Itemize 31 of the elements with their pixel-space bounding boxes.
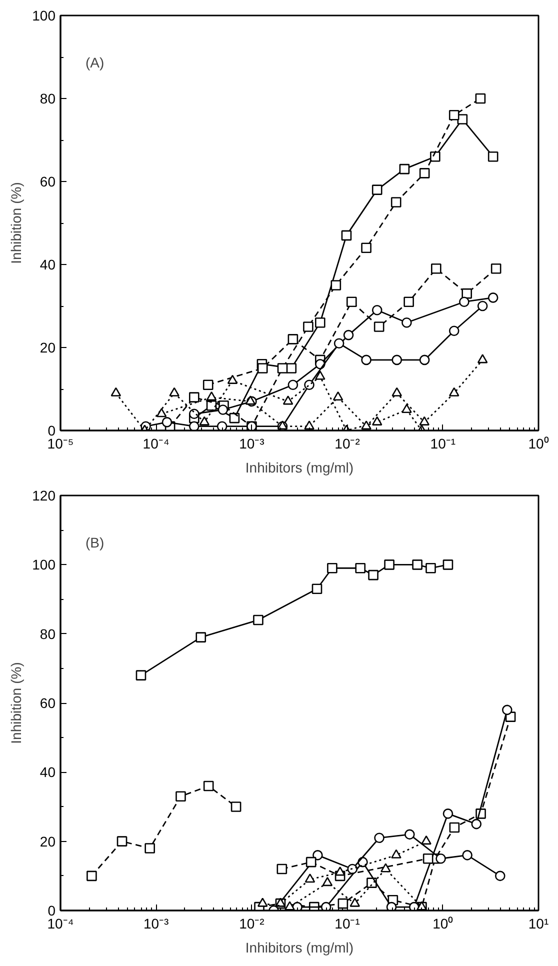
y-tick-label: 120 (32, 488, 56, 504)
x-tick-label: 10⁻² (334, 436, 360, 452)
y-axis-title: Inhibition (%) (8, 662, 24, 744)
x-tick-label: 10⁻² (239, 916, 265, 932)
y-tick-label: 20 (40, 833, 56, 850)
x-tick-label: 10¹ (528, 916, 549, 932)
y-tick-label: 60 (40, 695, 56, 711)
x-tick-label: 10⁰ (528, 436, 549, 452)
y-tick-label: 80 (40, 626, 56, 642)
x-tick-label: 10⁻⁴ (142, 436, 170, 452)
y-tick-label: 40 (40, 256, 56, 272)
text: (A) (86, 54, 104, 70)
x-tick-label: 10⁰ (432, 916, 454, 932)
y-tick-label: 0 (48, 422, 56, 438)
x-axis-title: Inhibitors (mg/ml) (245, 460, 354, 476)
y-tick-label: 100 (32, 8, 56, 24)
y-tick-label: 100 (32, 556, 56, 573)
y-axis-title: Inhibition (%) (8, 182, 24, 264)
y-tick-label: 80 (40, 90, 56, 106)
x-tick-label: 10⁻¹ (430, 436, 456, 452)
y-tick-label: 20 (40, 340, 56, 356)
x-axis-title: Inhibitors (mg/ml) (245, 940, 354, 956)
y-tick-label: 40 (40, 764, 56, 780)
x-tick-label: 10⁻³ (143, 916, 170, 932)
y-tick-label: 0 (48, 902, 56, 918)
x-tick-label: 10⁻⁵ (47, 436, 74, 452)
x-tick-label: 10⁻¹ (334, 916, 360, 932)
y-tick-label: 60 (40, 174, 56, 190)
x-tick-label: 10⁻⁴ (47, 916, 74, 932)
x-tick-label: 10⁻³ (239, 436, 265, 452)
text: (B) (86, 534, 104, 550)
